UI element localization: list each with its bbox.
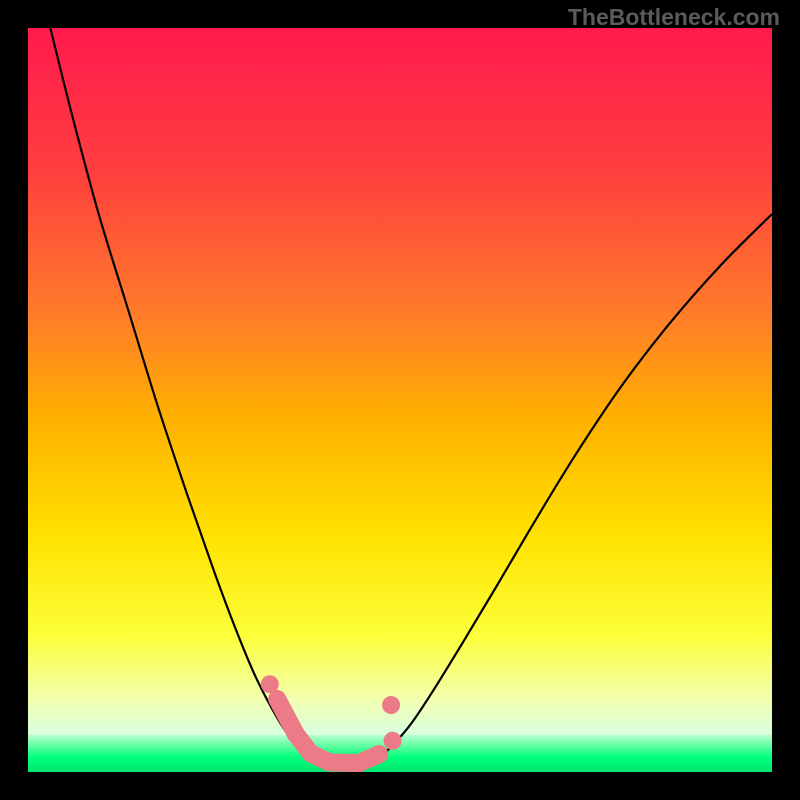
marker-dot bbox=[302, 744, 320, 762]
left-curve bbox=[50, 28, 322, 762]
marker-dot bbox=[268, 690, 286, 708]
marker-dot bbox=[320, 753, 338, 771]
right-curve bbox=[370, 214, 772, 762]
marker-dot bbox=[370, 745, 388, 763]
marker-dot bbox=[382, 696, 400, 714]
curve-layer bbox=[0, 0, 800, 800]
marker-dot bbox=[287, 725, 305, 743]
chart-frame: TheBottleneck.com bbox=[0, 0, 800, 800]
watermark-text: TheBottleneck.com bbox=[568, 4, 780, 31]
marker-dot bbox=[384, 732, 402, 750]
marker-dot bbox=[350, 754, 368, 772]
